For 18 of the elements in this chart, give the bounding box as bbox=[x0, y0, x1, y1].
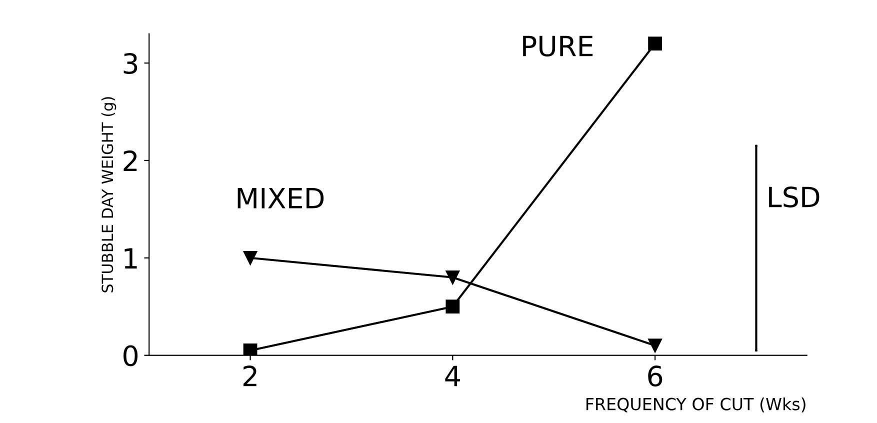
y-tick-label: 1 bbox=[124, 248, 137, 268]
series-label: LSD bbox=[769, 186, 820, 208]
series-label: PURE bbox=[523, 36, 593, 57]
x-tick-label: 4 bbox=[445, 366, 460, 386]
x-tick-label: 2 bbox=[243, 366, 256, 386]
y-tick-label: 3 bbox=[124, 53, 138, 74]
y-axis-title: STUBBLE DAY WEIGHT (g) bbox=[101, 97, 116, 292]
x-axis-title: FREQUENCY OF CUT (Wks) bbox=[586, 397, 806, 412]
point bbox=[648, 36, 662, 51]
series-label: MIXED bbox=[238, 188, 324, 208]
y-tick-label: 2 bbox=[124, 150, 137, 172]
point bbox=[243, 250, 258, 265]
y-tick-label: 0 bbox=[124, 345, 138, 366]
x-tick-label: 6 bbox=[648, 366, 662, 387]
point bbox=[446, 300, 460, 314]
point bbox=[648, 338, 662, 353]
point bbox=[446, 270, 460, 284]
point bbox=[243, 344, 258, 356]
